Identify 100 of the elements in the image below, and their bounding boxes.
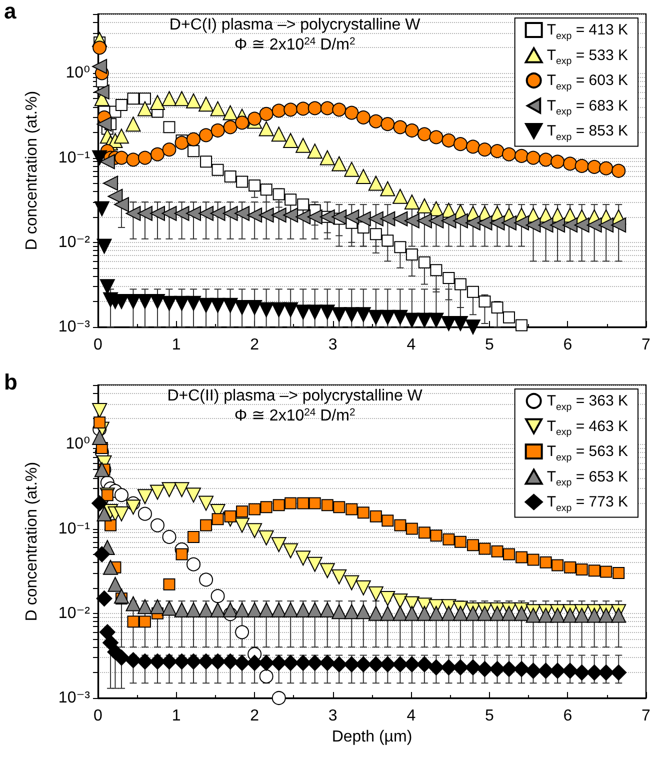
point xyxy=(272,104,286,118)
point xyxy=(368,606,384,621)
point xyxy=(94,416,106,429)
point xyxy=(94,462,110,478)
point xyxy=(392,606,408,621)
point xyxy=(92,150,108,166)
point xyxy=(574,218,590,233)
point xyxy=(271,537,286,552)
point xyxy=(104,519,117,532)
x-tick-label: 7 xyxy=(642,336,651,354)
point xyxy=(344,604,360,620)
point xyxy=(599,161,614,176)
point xyxy=(562,608,578,623)
point xyxy=(247,300,262,315)
x-tick-label: 6 xyxy=(563,708,572,724)
point xyxy=(296,209,311,224)
point xyxy=(428,659,444,676)
x-tick-label: 1 xyxy=(172,336,181,354)
point xyxy=(163,578,176,590)
point xyxy=(296,550,311,566)
point xyxy=(174,136,189,150)
point xyxy=(428,312,444,328)
point xyxy=(96,506,112,522)
point xyxy=(186,654,202,670)
point xyxy=(136,654,153,670)
x-tick-label: 2 xyxy=(250,708,260,724)
point xyxy=(526,150,540,165)
point xyxy=(199,128,214,142)
point xyxy=(357,506,370,519)
point xyxy=(418,526,430,539)
point xyxy=(525,662,542,679)
point xyxy=(406,522,418,535)
point xyxy=(198,496,214,511)
point xyxy=(331,656,348,672)
point xyxy=(126,206,141,221)
point xyxy=(392,211,408,226)
point xyxy=(346,503,358,516)
point xyxy=(576,564,588,576)
point xyxy=(115,99,128,112)
point xyxy=(586,608,602,623)
point xyxy=(356,110,370,124)
point xyxy=(588,564,600,577)
point xyxy=(368,656,384,672)
point xyxy=(258,602,274,618)
point xyxy=(210,298,226,313)
point xyxy=(564,561,576,574)
x-tick-label: 2 xyxy=(250,336,260,354)
y-tick-label: 10⁻¹ xyxy=(58,520,90,538)
point xyxy=(150,294,165,310)
point xyxy=(394,241,406,254)
point xyxy=(368,211,384,226)
point xyxy=(428,606,444,621)
point xyxy=(307,602,322,618)
point xyxy=(587,160,602,174)
point xyxy=(491,302,504,314)
point xyxy=(198,96,214,112)
text: a xyxy=(4,0,17,24)
point xyxy=(103,560,118,575)
point xyxy=(284,102,298,117)
y-tick-label: 10⁻² xyxy=(58,234,91,251)
point xyxy=(247,602,262,618)
point xyxy=(466,140,480,154)
point xyxy=(94,201,110,216)
point xyxy=(186,602,202,618)
y-tick-label: 10⁻² xyxy=(58,604,91,622)
point xyxy=(368,310,384,325)
point xyxy=(514,606,530,621)
point xyxy=(540,556,552,568)
point xyxy=(416,198,432,214)
point xyxy=(247,523,262,538)
point xyxy=(612,164,626,178)
y-tick-label: 10⁰ xyxy=(66,436,90,453)
point xyxy=(502,606,516,621)
point xyxy=(428,213,444,228)
point xyxy=(114,128,129,144)
point xyxy=(198,206,214,221)
point xyxy=(454,536,466,548)
x-tick-label: 1 xyxy=(172,708,181,724)
point xyxy=(212,164,224,176)
point xyxy=(307,304,322,320)
point xyxy=(344,307,360,322)
point xyxy=(516,319,528,332)
point xyxy=(538,662,554,679)
point xyxy=(137,101,152,116)
point xyxy=(308,101,322,116)
point xyxy=(198,602,214,618)
point xyxy=(149,654,166,670)
point xyxy=(248,503,261,516)
point xyxy=(271,208,286,223)
point xyxy=(92,402,108,418)
point xyxy=(126,152,140,167)
point xyxy=(454,278,466,290)
point xyxy=(320,101,334,116)
point xyxy=(380,211,396,226)
point xyxy=(126,116,141,132)
point xyxy=(514,215,530,230)
point xyxy=(466,539,479,552)
point xyxy=(127,92,140,105)
point xyxy=(319,654,336,671)
point xyxy=(198,298,214,313)
